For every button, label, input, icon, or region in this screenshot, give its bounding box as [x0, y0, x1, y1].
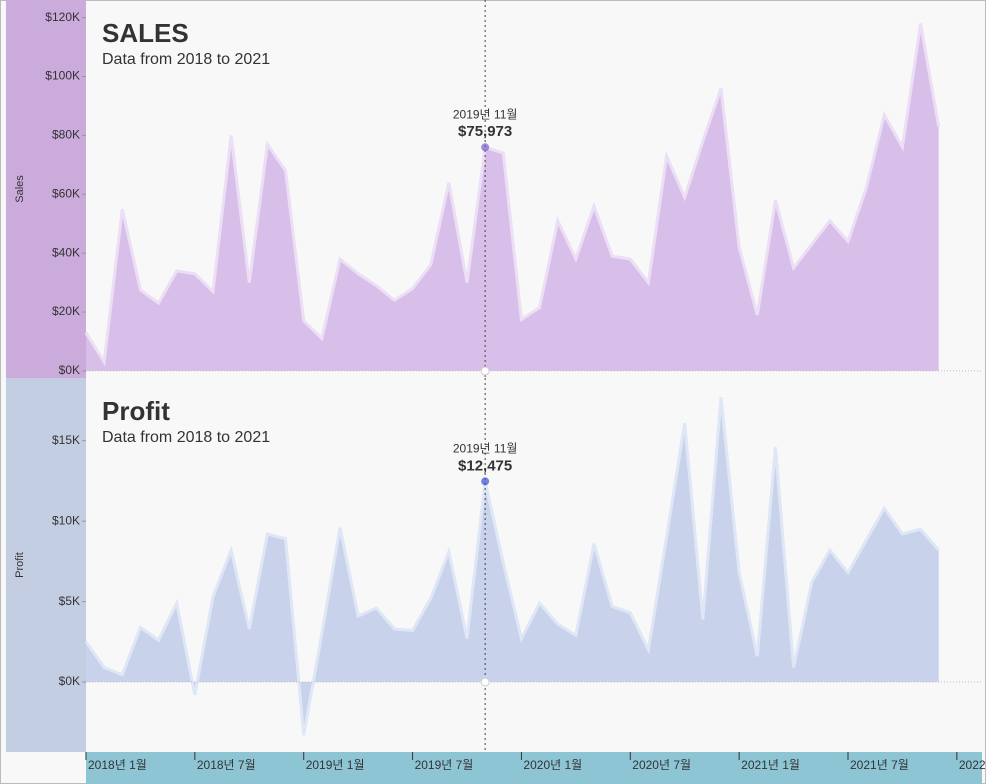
y-tick-label: $80K: [52, 128, 80, 142]
y-tick-label: $120K: [45, 10, 80, 24]
tooltip-value: $75,973: [458, 123, 512, 140]
y-tick-label: $20K: [52, 304, 80, 318]
panel-title: SALES: [102, 18, 189, 48]
area: [86, 397, 939, 736]
panel-subtitle: Data from 2018 to 2021: [102, 429, 270, 446]
y-tick-label: $0K: [59, 674, 80, 688]
x-axis-band: [86, 752, 982, 784]
y-tick-label: $0K: [59, 363, 80, 377]
x-tick-label: 2022년 1월: [959, 758, 986, 772]
area-line: [84, 23, 941, 367]
y-tick-label: $60K: [52, 186, 80, 200]
panel-title: Profit: [102, 396, 170, 426]
y-axis-title: Sales: [14, 175, 26, 203]
x-tick-label: 2021년 1월: [741, 758, 800, 772]
x-tick-label: 2018년 7월: [197, 758, 256, 772]
highlight-point: [481, 477, 490, 486]
tooltip-date: 2019년 11월: [453, 107, 518, 121]
x-tick-label: 2021년 7월: [850, 758, 909, 772]
x-tick-label: 2019년 7월: [415, 758, 474, 772]
highlight-point: [481, 143, 490, 152]
panel-subtitle: Data from 2018 to 2021: [102, 51, 270, 68]
x-tick-label: 2018년 1월: [88, 758, 147, 772]
y-tick-label: $15K: [52, 433, 80, 447]
y-axis-title: Profit: [14, 552, 26, 578]
baseline-point: [480, 366, 490, 376]
y-axis-band: [6, 378, 86, 752]
y-axis-band: [6, 0, 86, 378]
x-tick-label: 2019년 1월: [306, 758, 365, 772]
y-tick-label: $40K: [52, 245, 80, 259]
x-tick-label: 2020년 7월: [632, 758, 691, 772]
y-tick-label: $100K: [45, 69, 80, 83]
baseline-point: [480, 677, 490, 687]
y-tick-label: $5K: [59, 594, 80, 608]
tooltip-value: $12,475: [458, 457, 512, 474]
x-tick-label: 2020년 1월: [523, 758, 582, 772]
tooltip-date: 2019년 11월: [453, 442, 518, 456]
area-line: [84, 397, 940, 736]
y-tick-label: $10K: [52, 513, 80, 527]
